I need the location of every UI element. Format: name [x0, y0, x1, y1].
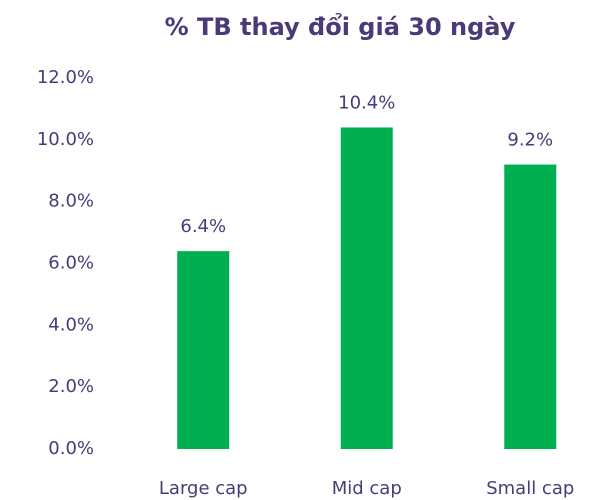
y-tick-label: 10.0%: [37, 129, 94, 150]
x-tick-label: Small cap: [486, 478, 574, 499]
x-tick-label: Mid cap: [332, 478, 402, 499]
y-tick-label: 4.0%: [48, 314, 94, 335]
data-label: 9.2%: [507, 130, 553, 151]
x-tick-label: Large cap: [159, 478, 248, 499]
bar: [340, 127, 393, 449]
y-tick-label: 0.0%: [48, 438, 94, 459]
bar: [504, 164, 557, 450]
y-tick-label: 12.0%: [37, 67, 94, 88]
y-tick-label: 6.0%: [48, 253, 94, 274]
data-label: 10.4%: [338, 92, 395, 113]
y-tick-label: 8.0%: [48, 191, 94, 212]
y-tick-label: 2.0%: [48, 376, 94, 397]
chart-title: % TB thay đổi giá 30 ngày: [165, 11, 516, 41]
data-label: 6.4%: [180, 216, 226, 237]
bar: [177, 251, 230, 449]
